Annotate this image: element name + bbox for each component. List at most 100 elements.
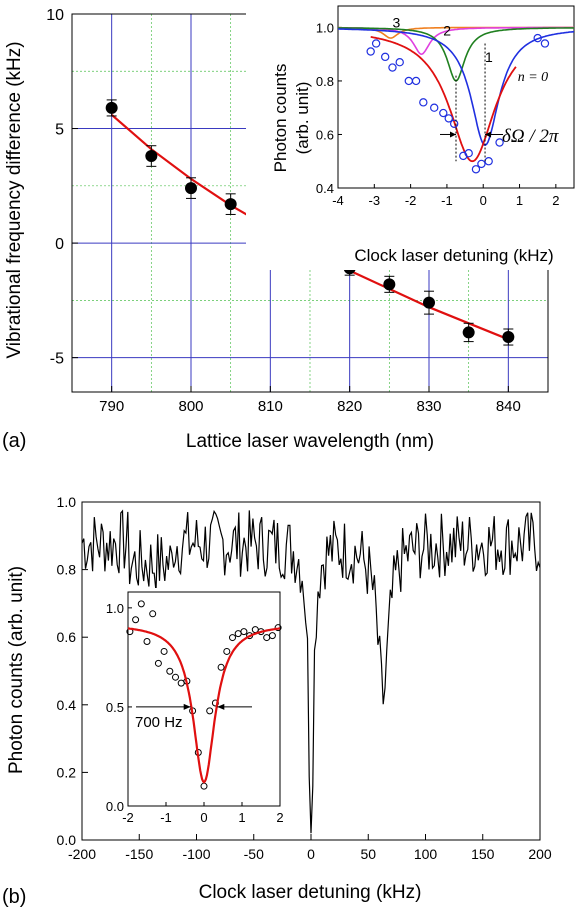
x-tick-label: 810 bbox=[258, 398, 283, 415]
x-tick-label: 830 bbox=[416, 398, 441, 415]
inset-data-point bbox=[477, 159, 486, 169]
inset-data-point bbox=[419, 98, 428, 107]
bi-data-point bbox=[149, 610, 157, 618]
data-point bbox=[145, 150, 158, 163]
bi-y-tick-label: 1.0 bbox=[106, 601, 124, 616]
bi-data-point bbox=[166, 667, 174, 675]
inset-x-tick-label: 1 bbox=[516, 193, 523, 208]
x-tick-label: 820 bbox=[337, 398, 362, 415]
inset-data-point bbox=[395, 58, 404, 67]
bi-y-tick-label: 0.0 bbox=[106, 799, 124, 814]
data-point bbox=[502, 331, 515, 344]
panel-b-inset-ticks: -2 -1 0 1 2 0.0 0.5 1.0 bbox=[106, 601, 284, 825]
bi-data-point bbox=[172, 673, 179, 681]
inset-data-point bbox=[371, 39, 381, 48]
panel-a-xlabel: Lattice laser wavelength (nm) bbox=[186, 431, 434, 452]
panel-a-inset-xlabel: Clock laser detuning (kHz) bbox=[354, 246, 553, 265]
b-x-tick-label: -200 bbox=[68, 846, 96, 862]
inset-arrow-head bbox=[485, 131, 492, 138]
inset-x-tick-label: 0 bbox=[480, 193, 487, 208]
inset-data-point bbox=[495, 138, 504, 147]
b-y-tick-label: 0.2 bbox=[57, 764, 77, 780]
inset-data-point bbox=[439, 108, 448, 118]
inset-data-point bbox=[471, 165, 481, 174]
panel-b-ticks: -200 -150 -100 -50 0 50 100 150 200 0.0 0.2 0.4 0.6 0… bbox=[57, 494, 552, 862]
inset-arrow-head bbox=[450, 131, 456, 138]
inset-curve-label: n = 0 bbox=[518, 70, 548, 85]
panel-a-inset-curve-labels: 3 2 1 n = 0 bbox=[392, 14, 548, 85]
panel-b-inset-width-label: 700 Hz bbox=[135, 714, 183, 731]
inset-data-point bbox=[464, 149, 473, 158]
inset-y-tick-label: 1.0 bbox=[316, 20, 334, 35]
inset-curve-label: 2 bbox=[443, 22, 451, 38]
bi-y-tick-label: 0.5 bbox=[106, 700, 124, 715]
bi-x-tick-label: 2 bbox=[276, 810, 283, 825]
b-x-tick-label: -150 bbox=[125, 846, 153, 862]
inset-data-point bbox=[449, 119, 459, 128]
b-x-tick-label: -100 bbox=[182, 846, 210, 862]
y-tick-label: 10 bbox=[46, 7, 64, 24]
bi-data-point bbox=[154, 659, 162, 667]
bi-data-point bbox=[268, 632, 276, 640]
inset-y-tick-label: 0.8 bbox=[316, 74, 334, 89]
bi-data-point bbox=[217, 663, 225, 671]
bi-data-point bbox=[143, 638, 151, 646]
inset-data-point bbox=[388, 63, 397, 72]
panel-b-chart: -200 -150 -100 -50 0 50 100 150 200 0.0 0.2 0.4 0.6 0… bbox=[2, 494, 552, 908]
panel-a-label: (a) bbox=[2, 430, 26, 452]
inset-x-tick-label: -3 bbox=[369, 193, 381, 208]
b-x-tick-label: 0 bbox=[307, 846, 315, 862]
x-tick-label: 790 bbox=[99, 398, 124, 415]
bi-data-point bbox=[160, 647, 168, 655]
panel-b-trace bbox=[81, 509, 541, 834]
y-tick-label: 5 bbox=[55, 122, 64, 139]
inset-data-point bbox=[430, 103, 439, 112]
panel-b-inset-fit bbox=[127, 627, 281, 784]
y-tick-label: 0 bbox=[55, 236, 64, 253]
bi-data-point bbox=[274, 624, 282, 632]
y-tick-label: -5 bbox=[50, 351, 64, 368]
panel-a-inset-width-label: δΩ / 2π bbox=[502, 126, 559, 147]
bi-data-point bbox=[132, 616, 140, 624]
inset-fit-curve bbox=[370, 36, 517, 163]
panel-b-inset-points bbox=[126, 600, 282, 790]
inset-data-point bbox=[411, 76, 421, 86]
panel-a-inset-points bbox=[366, 33, 550, 174]
panel-b-xlabel: Clock laser detuning (kHz) bbox=[199, 882, 422, 903]
data-point bbox=[383, 278, 396, 291]
panel-a-inset-ylabel2: (arb. unit) bbox=[293, 82, 312, 155]
bi-fit-curve bbox=[127, 627, 281, 784]
data-point bbox=[185, 182, 197, 195]
b-x-tick-label: 150 bbox=[471, 846, 495, 862]
bi-x-tick-label: -1 bbox=[160, 810, 172, 825]
inset-data-point bbox=[366, 47, 375, 56]
b-x-tick-label: 50 bbox=[360, 846, 376, 862]
bi-data-point bbox=[229, 634, 236, 642]
b-y-tick-label: 0.8 bbox=[57, 562, 77, 578]
bi-x-tick-label: -2 bbox=[122, 810, 134, 825]
inset-data-point bbox=[533, 33, 542, 43]
b-y-tick-label: 0.6 bbox=[57, 629, 77, 645]
bi-arrow-head bbox=[217, 703, 225, 710]
inset-curve-label: 3 bbox=[392, 14, 400, 30]
x-tick-label: 800 bbox=[178, 398, 203, 415]
bi-x-tick-label: 1 bbox=[238, 810, 245, 825]
panel-b-ylabel: Photon counts (arb. unit) bbox=[6, 566, 27, 774]
panel-b-label: (b) bbox=[2, 886, 26, 908]
bi-data-point bbox=[240, 628, 248, 636]
inset-y-tick-label: 0.4 bbox=[316, 181, 334, 196]
data-point bbox=[224, 198, 237, 211]
inset-x-tick-label: -1 bbox=[441, 193, 453, 208]
panel-a-inset-ticks: -4 -3 -2 -1 0 1 2 0.4 0.6 0.8 1.0 bbox=[316, 20, 560, 208]
b-y-tick-label: 0.4 bbox=[57, 697, 77, 713]
panel-b-inset-width-annotation bbox=[136, 703, 252, 710]
panel-b-inset: -2 -1 0 1 2 0.0 0.5 1.0 700 Hz bbox=[92, 588, 292, 826]
b-y-tick-label: 1.0 bbox=[57, 494, 77, 510]
inset-data-point bbox=[540, 39, 550, 48]
panel-a-inset-width-annotation bbox=[440, 43, 504, 162]
inset-y-tick-label: 0.6 bbox=[316, 127, 334, 142]
b-x-tick-label: 100 bbox=[414, 846, 438, 862]
data-point bbox=[462, 326, 475, 339]
